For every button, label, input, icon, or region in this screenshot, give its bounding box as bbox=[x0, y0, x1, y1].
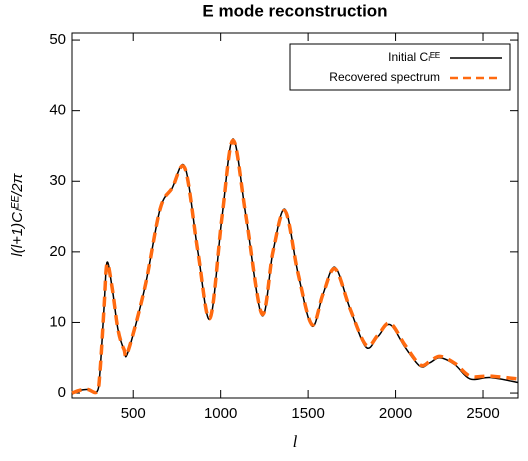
x-tick-label: 500 bbox=[121, 405, 146, 422]
legend-label: Recovered spectrum bbox=[329, 70, 440, 84]
series-line bbox=[71, 138, 519, 395]
x-tick-label: 2000 bbox=[379, 405, 412, 422]
x-tick-label: 1500 bbox=[291, 405, 324, 422]
y-tick-label: 40 bbox=[49, 102, 66, 119]
y-tick-label: 0 bbox=[58, 384, 66, 401]
y-axis-label: l(l+1)Cₗᴱᴱ/2π bbox=[9, 172, 26, 256]
y-tick-label: 10 bbox=[49, 313, 66, 330]
plot-frame bbox=[71, 32, 519, 399]
y-tick-label: 20 bbox=[49, 243, 66, 260]
legend-box bbox=[289, 43, 511, 91]
y-tick-label: 50 bbox=[49, 31, 66, 48]
x-tick-label: 2500 bbox=[466, 405, 499, 422]
chart-title: E mode reconstruction bbox=[202, 1, 387, 20]
y-tick-label: 30 bbox=[49, 172, 66, 189]
legend-label: Initial Cₗᴱᴱ bbox=[388, 50, 440, 64]
x-tick-label: 1000 bbox=[204, 405, 237, 422]
x-axis-label: l bbox=[293, 432, 298, 451]
